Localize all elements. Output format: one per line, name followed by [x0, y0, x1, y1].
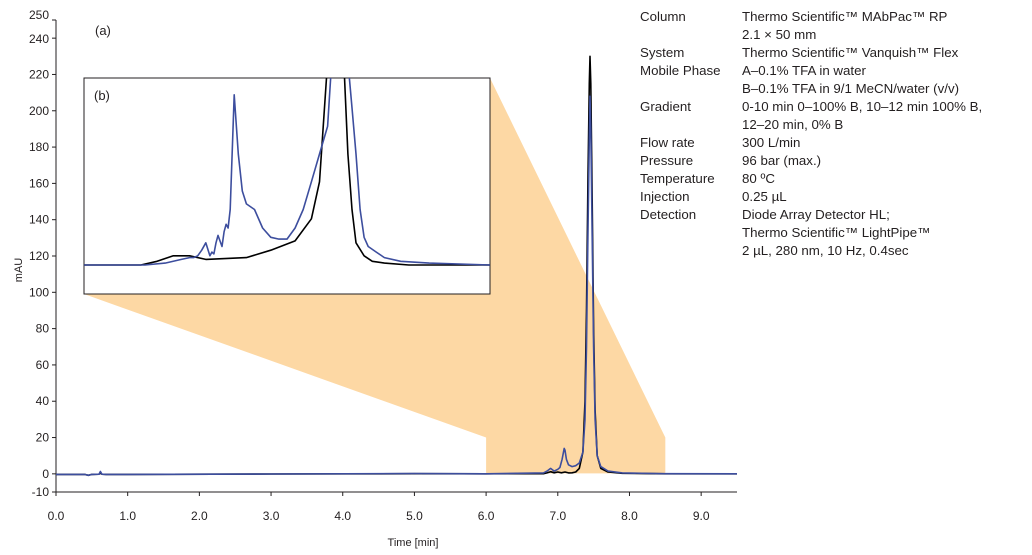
- condition-value: 96 bar (max.): [742, 152, 1032, 170]
- condition-value-line: 12–20 min, 0% B: [742, 117, 844, 132]
- condition-label: Pressure: [640, 153, 694, 168]
- inset-trace-black: [84, 78, 490, 266]
- condition-value: Diode Array Detector HL; Thermo Scientifi…: [742, 206, 1032, 260]
- condition-row: Temperature 80 ºC: [640, 170, 1032, 188]
- y-tick-label: 200: [29, 104, 49, 118]
- condition-label: Injection: [640, 189, 690, 204]
- y-tick-label: 140: [29, 213, 49, 227]
- condition-value-line: Thermo Scientific™ LightPipe™: [742, 225, 931, 240]
- x-tick-label: 1.0: [119, 509, 136, 523]
- condition-value-line: 96 bar (max.): [742, 153, 822, 168]
- trace-blue: [56, 95, 738, 477]
- condition-value: Thermo Scientific™ MAbPac™ RP 2.1 × 50 mm: [742, 8, 1032, 44]
- x-tick-label: 3.0: [263, 509, 280, 523]
- condition-label: Column: [640, 9, 686, 24]
- x-axis-title: Time [min]: [388, 537, 439, 549]
- y-tick-label: 180: [29, 140, 49, 154]
- y-tick-label: -10: [32, 485, 50, 499]
- condition-value: 0.25 µL: [742, 188, 1032, 206]
- condition-value-line: 300 L/min: [742, 135, 801, 150]
- method-conditions-table: Column Thermo Scientific™ MAbPac™ RP 2.1 ×…: [640, 8, 1032, 260]
- condition-row: Flow rate 300 L/min: [640, 134, 1032, 152]
- panel-b-label: (b): [94, 88, 110, 103]
- condition-row: Gradient 0-10 min 0–100% B, 10–12 min 100…: [640, 98, 1032, 134]
- axes-layer: -10 0 20 40 60 80 100 120 140 160 180 200 220 240 250 0…: [29, 8, 737, 523]
- condition-value: A–0.1% TFA in water B–0.1% TFA in 9/1 MeC…: [742, 62, 1032, 98]
- condition-value: 300 L/min: [742, 134, 1032, 152]
- y-tick-label: 0: [42, 467, 49, 481]
- condition-row: System Thermo Scientific™ Vanquish™ Flex: [640, 44, 1032, 62]
- x-tick-label: 4.0: [334, 509, 351, 523]
- panel-a-label: (a): [95, 23, 111, 38]
- condition-value-line: A–0.1% TFA in water: [742, 63, 866, 78]
- condition-value-line: 0.25 µL: [742, 189, 787, 204]
- condition-label: Gradient: [640, 99, 691, 114]
- condition-value: 80 ºC: [742, 170, 1032, 188]
- y-tick-label: 80: [36, 322, 50, 336]
- condition-label: Flow rate: [640, 135, 695, 150]
- x-tick-label: 5.0: [406, 509, 423, 523]
- condition-value-line: 0-10 min 0–100% B, 10–12 min 100% B,: [742, 99, 983, 114]
- condition-value-line: 2 µL, 280 nm, 10 Hz, 0.4sec: [742, 243, 909, 258]
- y-tick-label: 20: [36, 431, 50, 445]
- condition-label: Temperature: [640, 171, 715, 186]
- inset-frame: [83, 77, 491, 295]
- condition-label: Detection: [640, 207, 697, 222]
- x-tick-label: 2.0: [191, 509, 208, 523]
- condition-value-line: 2.1 × 50 mm: [742, 27, 817, 42]
- condition-row: Injection 0.25 µL: [640, 188, 1032, 206]
- x-tick-label: 8.0: [621, 509, 638, 523]
- traces-layer: [56, 55, 738, 477]
- inset-trace-blue: [84, 78, 490, 266]
- y-tick-label: 60: [36, 358, 50, 372]
- condition-value-line: B–0.1% TFA in 9/1 MeCN/water (v/v): [742, 81, 960, 96]
- condition-value: Thermo Scientific™ Vanquish™ Flex: [742, 44, 1032, 62]
- condition-row: Column Thermo Scientific™ MAbPac™ RP 2.1 ×…: [640, 8, 1032, 44]
- y-tick-label: 250: [29, 8, 49, 22]
- y-tick-label: 100: [29, 285, 49, 299]
- y-tick-label: 240: [29, 32, 49, 46]
- inset-traces: [84, 78, 490, 266]
- condition-value-line: 80 ºC: [742, 171, 775, 186]
- condition-row: Detection Diode Array Detector HL; Thermo …: [640, 206, 1032, 260]
- x-tick-label: 9.0: [693, 509, 710, 523]
- condition-label: Mobile Phase: [640, 63, 721, 78]
- condition-value-line: Thermo Scientific™ Vanquish™ Flex: [742, 45, 959, 60]
- condition-label: System: [640, 45, 685, 60]
- x-tick-label: 7.0: [549, 509, 566, 523]
- x-tick-label: 0.0: [48, 509, 65, 523]
- y-tick-label: 120: [29, 249, 49, 263]
- y-tick-label: 220: [29, 67, 49, 81]
- condition-value-line: Thermo Scientific™ MAbPac™ RP: [742, 9, 948, 24]
- condition-value-line: Diode Array Detector HL;: [742, 207, 890, 222]
- x-tick-label: 6.0: [478, 509, 495, 523]
- condition-row: Mobile Phase A–0.1% TFA in water B–0.1% TF…: [640, 62, 1032, 98]
- y-tick-label: 160: [29, 176, 49, 190]
- y-tick-label: 40: [36, 394, 50, 408]
- y-axis-title: mAU: [13, 258, 25, 283]
- inset-layer: (b): [83, 77, 491, 295]
- condition-value: 0-10 min 0–100% B, 10–12 min 100% B, 12–2…: [742, 98, 1032, 134]
- condition-row: Pressure 96 bar (max.): [640, 152, 1032, 170]
